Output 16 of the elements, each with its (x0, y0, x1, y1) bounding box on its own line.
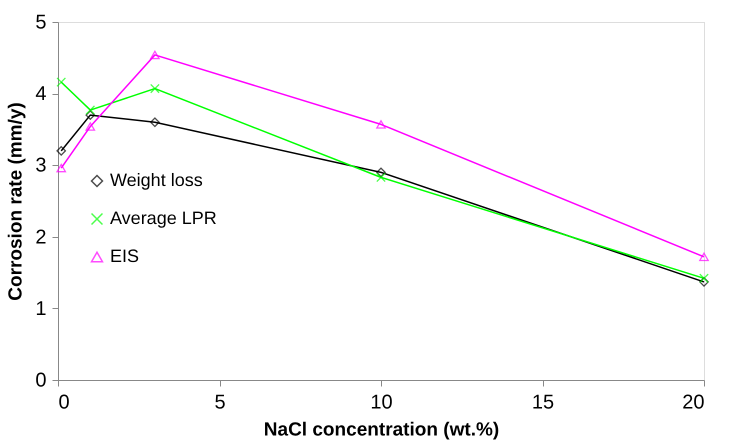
x-tick-label: 0 (58, 392, 70, 414)
y-tick-label: 1 (35, 298, 46, 320)
y-tick-label: 5 (35, 12, 46, 34)
y-tick-label: 0 (35, 370, 46, 392)
x-tick-label: 15 (532, 392, 554, 414)
legend-label: Average LPR (110, 208, 217, 228)
y-tick-label: 3 (35, 154, 46, 177)
x-axis-title: NaCl concentration (wt.%) (264, 420, 500, 440)
y-axis-title: Corrosion rate (mm/y) (5, 102, 26, 301)
y-tick-label: 4 (35, 83, 46, 106)
legend-label: EIS (110, 246, 140, 266)
y-tick-label: 2 (35, 226, 46, 248)
x-tick-label: 20 (682, 392, 704, 414)
x-tick-label: 10 (370, 392, 393, 414)
x-tick-label: 5 (214, 392, 226, 414)
legend-label: Weight loss (110, 170, 203, 190)
